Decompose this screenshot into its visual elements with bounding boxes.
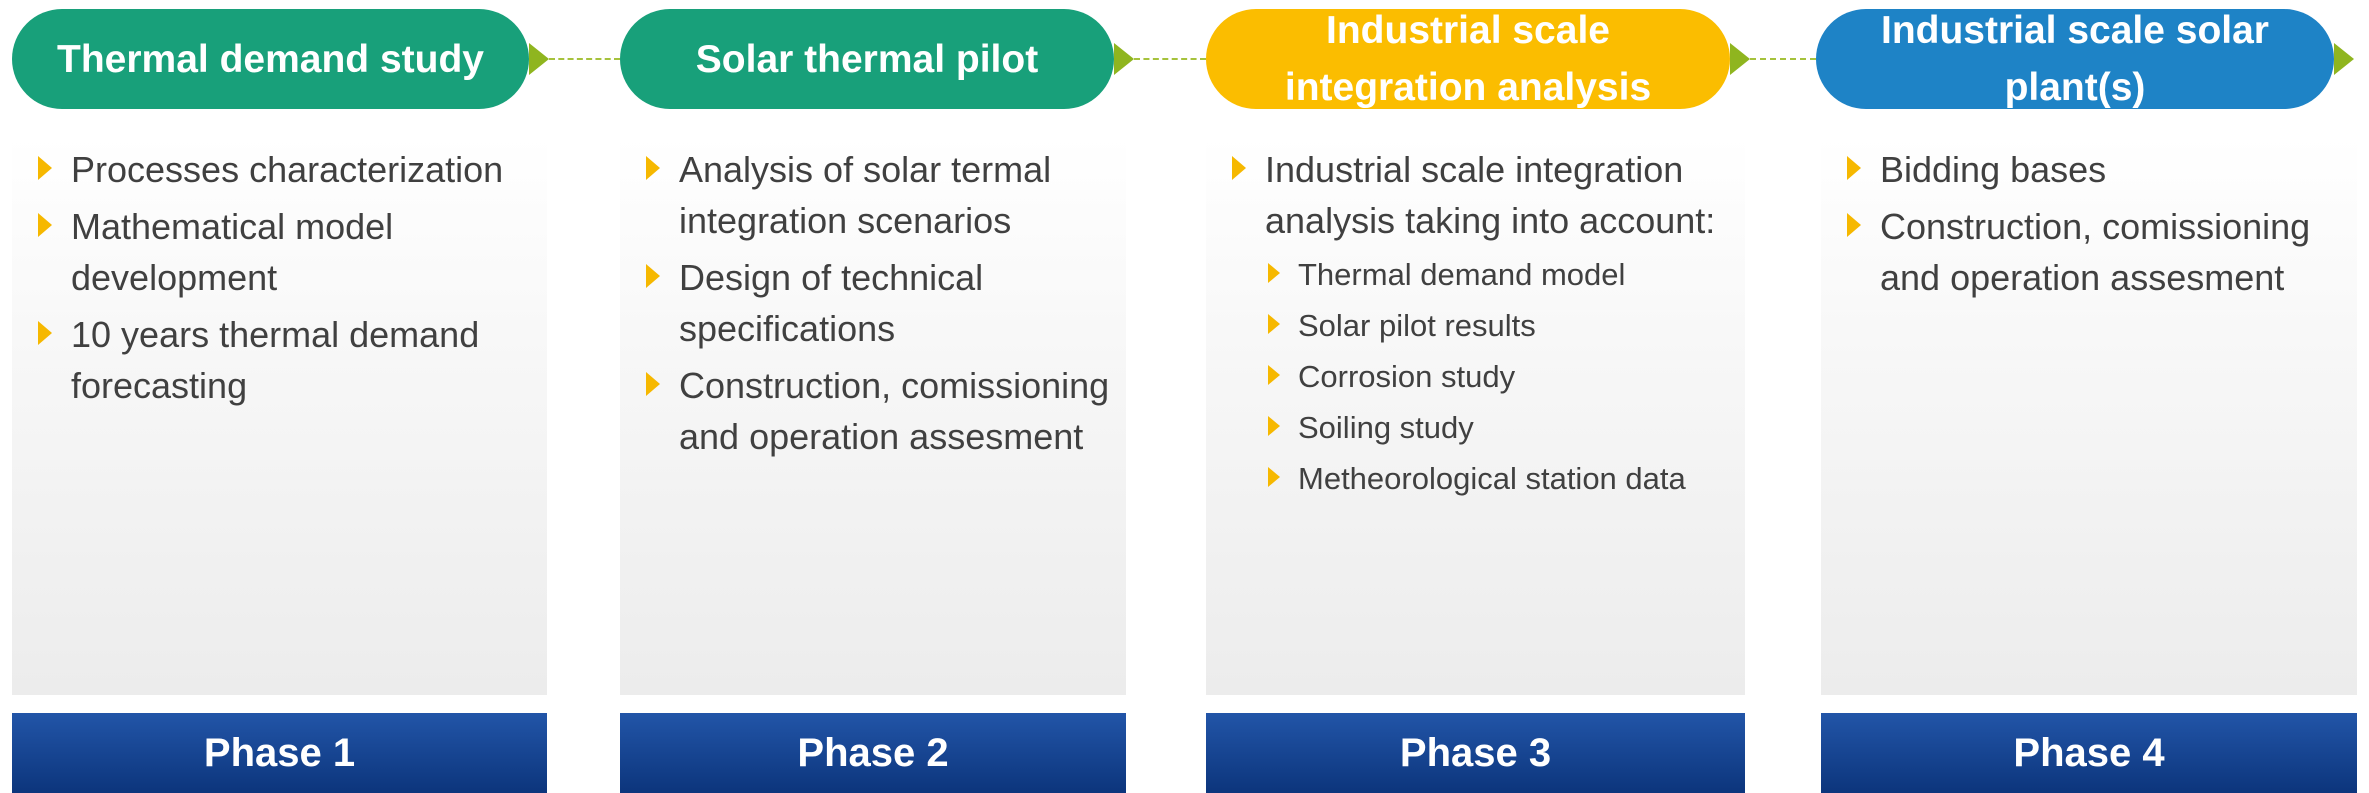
bullet: Processes characterization [38,144,544,195]
sub-bullet: Metheorological station data [1268,456,1742,501]
phase-label: Phase 2 [620,713,1126,793]
arrow-head [529,43,549,75]
arrow-head [1114,43,1134,75]
bullet: Bidding bases [1847,144,2354,195]
phase-label: Phase 4 [1821,713,2357,793]
bullet: Construction, comissioning and operation… [646,360,1123,462]
connector [1134,58,1206,60]
phase-title: Thermal demand study [12,9,529,109]
bullet-list: Processes characterization Mathematical m… [38,144,544,417]
sub-bullet: Soiling study [1268,405,1742,450]
phase-label: Phase 1 [12,713,547,793]
phase-title: Industrial scale integration analysis [1206,9,1730,109]
bullet-list: Analysis of solar termal integration sce… [646,144,1123,468]
sub-bullet: Solar pilot results [1268,303,1742,348]
phase-panel [1206,136,1745,695]
sub-bullet: Thermal demand model [1268,252,1742,297]
connector [549,58,620,60]
phase-title: Industrial scale solar plant(s) [1816,9,2334,109]
bullet-list: Industrial scale integration analysis ta… [1232,144,1742,507]
connector [1750,58,1816,60]
bullet: Industrial scale integration analysis ta… [1232,144,1742,246]
phase-panel [620,136,1126,695]
arrow-head [1730,43,1750,75]
bullet: Analysis of solar termal integration sce… [646,144,1123,246]
sub-bullet: Corrosion study [1268,354,1742,399]
phase-panel [1821,136,2357,695]
phase-panel [12,136,547,695]
phase-label: Phase 3 [1206,713,1745,793]
phase-title: Solar thermal pilot [620,9,1114,109]
bullet: Mathematical model development [38,201,544,303]
bullet: 10 years thermal demand forecasting [38,309,544,411]
bullet: Construction, comissioning and operation… [1847,201,2354,303]
bullet-list: Bidding bases Construction, comissioning … [1847,144,2354,309]
bullet: Design of technical specifications [646,252,1123,354]
arrow-head [2334,43,2354,75]
